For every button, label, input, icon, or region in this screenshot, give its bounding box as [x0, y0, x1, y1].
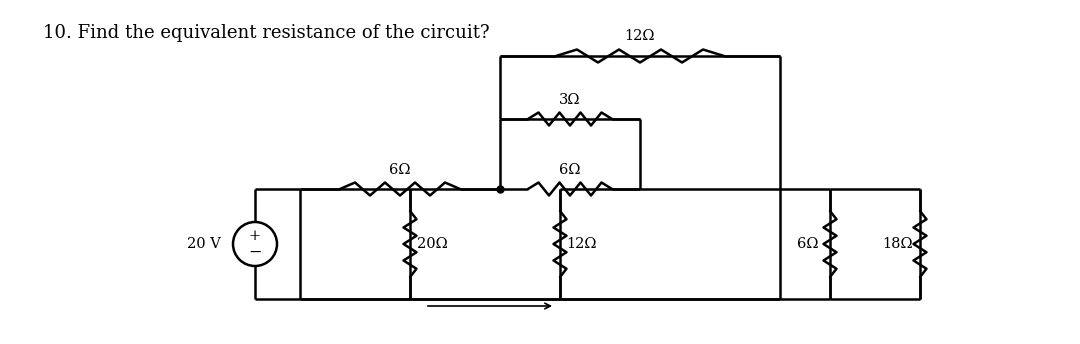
- Text: 6Ω: 6Ω: [797, 237, 819, 251]
- Text: 18Ω: 18Ω: [882, 237, 914, 251]
- Text: 6Ω: 6Ω: [389, 163, 410, 177]
- Text: −: −: [248, 244, 261, 261]
- Text: 12Ω: 12Ω: [567, 237, 597, 251]
- Text: 3Ω: 3Ω: [559, 93, 581, 107]
- Text: 20 V: 20 V: [187, 237, 221, 251]
- Text: 6Ω: 6Ω: [559, 163, 581, 177]
- Text: 12Ω: 12Ω: [624, 29, 656, 43]
- Text: 10. Find the equivalent resistance of the circuit?: 10. Find the equivalent resistance of th…: [43, 24, 490, 42]
- Text: +: +: [248, 229, 261, 243]
- Text: 20Ω: 20Ω: [417, 237, 447, 251]
